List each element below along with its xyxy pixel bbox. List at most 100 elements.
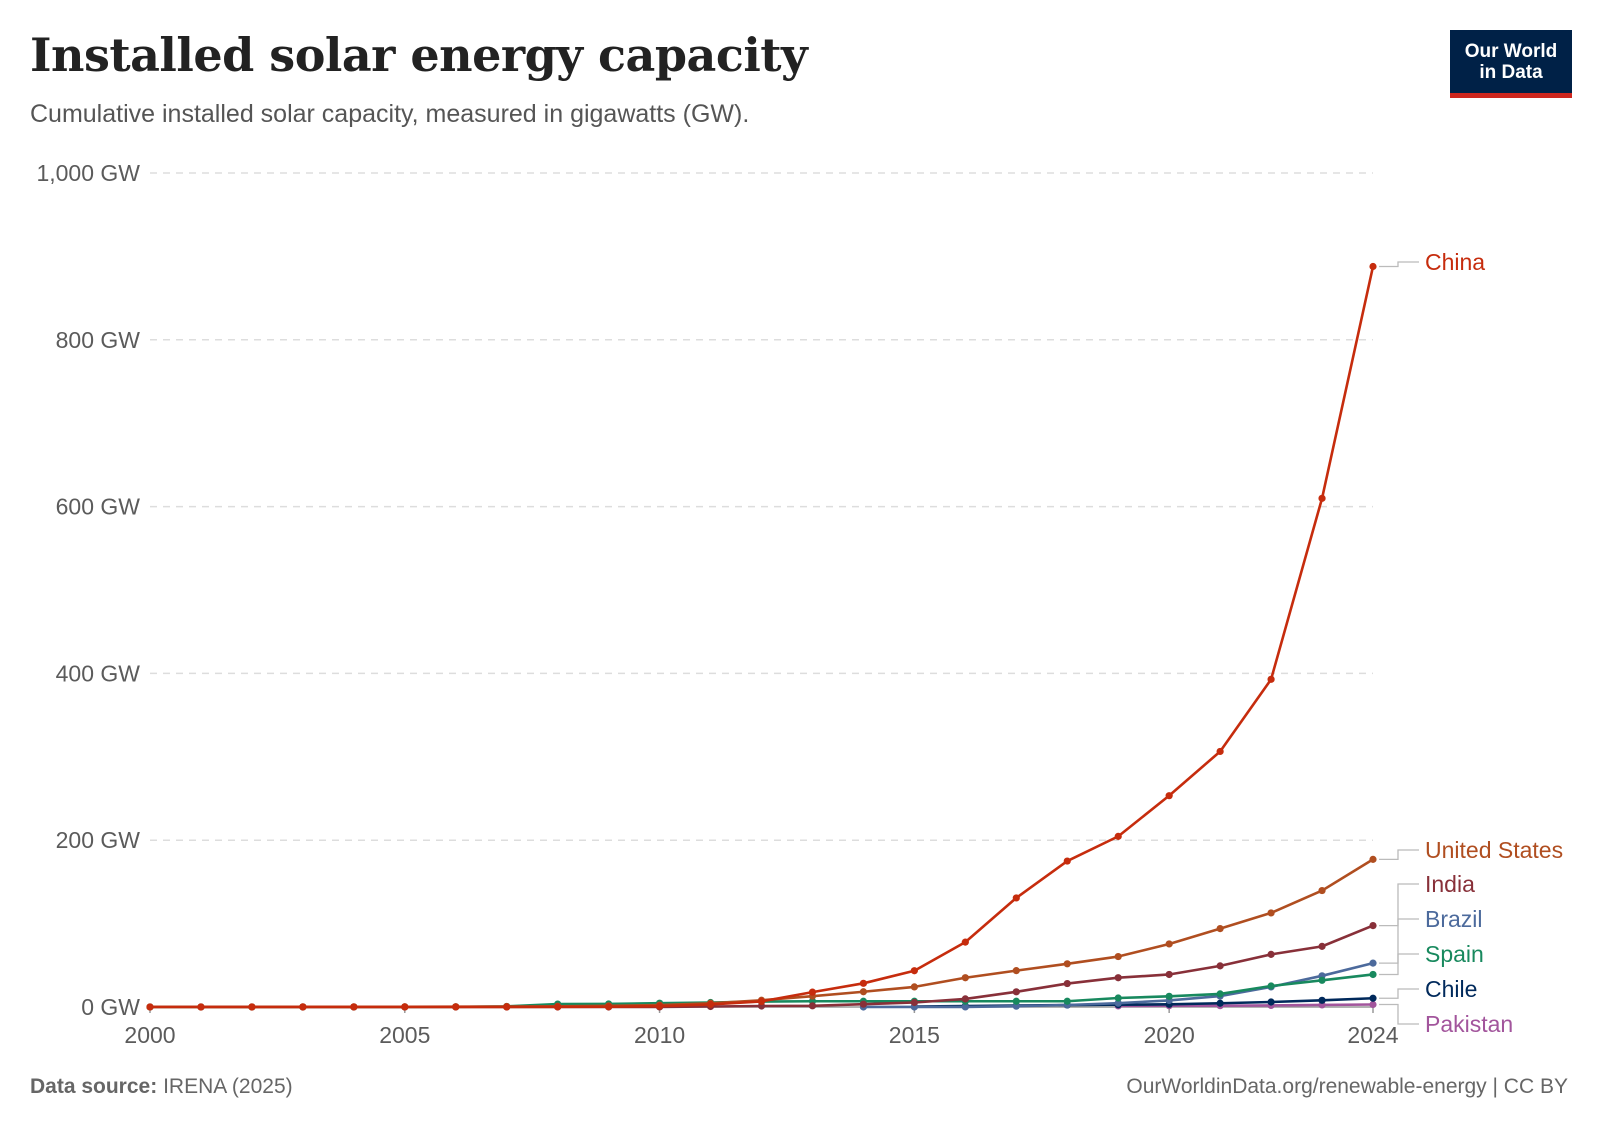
data-point — [605, 1003, 613, 1011]
data-point — [1114, 994, 1122, 1002]
x-tick-label: 2010 — [634, 1022, 685, 1048]
data-point — [1369, 970, 1377, 979]
data-point — [197, 1003, 205, 1011]
data-point — [401, 1003, 409, 1011]
y-tick-label: 800 GW — [56, 327, 141, 353]
data-point — [1114, 974, 1122, 982]
data-point — [1318, 976, 1326, 984]
label-connector — [1379, 918, 1419, 964]
series-label: India — [1425, 871, 1475, 897]
data-point — [1369, 262, 1377, 271]
data-point — [1267, 675, 1275, 683]
data-source-value[interactable]: IRENA (2025) — [163, 1075, 293, 1098]
data-point — [1267, 998, 1275, 1006]
data-point — [1369, 994, 1377, 1002]
label-connector — [1379, 883, 1419, 927]
x-tick-label: 2020 — [1144, 1022, 1195, 1048]
series-line-china — [148, 265, 1375, 1009]
data-point — [1318, 996, 1326, 1004]
data-point — [1369, 922, 1377, 930]
series-label: China — [1425, 249, 1485, 275]
data-point — [1114, 952, 1122, 961]
data-point — [452, 1003, 460, 1011]
data-point — [1063, 997, 1071, 1005]
label-connector — [1379, 953, 1419, 976]
data-point — [503, 1003, 511, 1011]
data-point — [1216, 747, 1224, 756]
series-label: Chile — [1425, 976, 1477, 1002]
y-tick-label: 600 GW — [56, 494, 141, 520]
data-point — [1267, 950, 1275, 958]
data-point — [1165, 970, 1173, 979]
data-point — [1318, 886, 1326, 895]
series-label: Spain — [1425, 941, 1484, 967]
data-point — [1318, 942, 1326, 950]
data-point — [859, 1000, 868, 1008]
series-label: United States — [1425, 837, 1563, 863]
data-point — [1063, 960, 1071, 968]
data-point — [1012, 997, 1020, 1005]
data-point — [1012, 1002, 1020, 1010]
x-tick-label: 2024 — [1347, 1022, 1398, 1048]
data-point — [1114, 832, 1122, 840]
data-point — [910, 998, 918, 1007]
series-line-pakistan — [1116, 1003, 1375, 1008]
chart-title: Installed solar energy capacity — [30, 28, 808, 82]
data-point — [961, 974, 969, 982]
data-point — [1165, 992, 1173, 1000]
y-tick-label: 0 GW — [81, 994, 140, 1020]
data-point — [1267, 982, 1275, 990]
series-label: Brazil — [1425, 906, 1483, 932]
x-tick-label: 2000 — [124, 1022, 175, 1048]
label-connector — [1379, 849, 1419, 861]
label-connector — [1379, 1003, 1419, 1025]
series-line-united-states — [148, 858, 1375, 1009]
data-point — [1318, 494, 1326, 502]
data-point — [961, 1003, 969, 1011]
data-point — [1012, 894, 1020, 902]
data-point — [706, 1000, 715, 1009]
data-point — [910, 983, 918, 991]
data-point — [248, 1003, 256, 1011]
chart-subtitle: Cumulative installed solar capacity, mea… — [30, 100, 750, 128]
data-point — [910, 967, 918, 975]
y-tick-label: 200 GW — [56, 827, 141, 853]
data-point — [1165, 940, 1173, 948]
data-point — [1216, 990, 1224, 998]
data-point — [1063, 979, 1071, 988]
data-point — [1267, 909, 1275, 917]
label-connector — [1379, 261, 1419, 268]
data-point — [1063, 857, 1071, 865]
data-point — [1216, 925, 1224, 933]
data-point — [1369, 959, 1377, 967]
label-connector — [1379, 988, 1419, 999]
data-point — [859, 979, 868, 987]
y-tick-label: 1,000 GW — [36, 160, 140, 186]
data-source: Data source: IRENA (2025) — [30, 1075, 293, 1099]
x-tick-label: 2005 — [379, 1022, 430, 1048]
data-source-label: Data source: — [30, 1075, 158, 1098]
data-point — [1369, 855, 1377, 863]
data-point — [1165, 792, 1173, 800]
data-point — [299, 1003, 307, 1011]
logo-line-1: Our World — [1464, 40, 1558, 62]
data-point — [1012, 967, 1020, 975]
data-point — [1216, 999, 1224, 1007]
data-point — [808, 988, 817, 996]
data-point — [1216, 962, 1224, 970]
data-point — [1369, 1000, 1377, 1009]
data-point — [655, 1002, 664, 1010]
data-point — [350, 1003, 358, 1011]
series-label: Pakistan — [1425, 1011, 1513, 1037]
data-point — [1012, 988, 1020, 996]
data-point — [1114, 999, 1122, 1007]
x-tick-label: 2015 — [889, 1022, 940, 1048]
owid-logo[interactable]: Our World in Data — [1450, 30, 1572, 98]
source-url-license[interactable]: OurWorldinData.org/renewable-energy | CC… — [1126, 1075, 1568, 1098]
data-point — [808, 1002, 817, 1010]
y-tick-label: 400 GW — [56, 660, 141, 686]
data-point — [757, 997, 766, 1006]
data-point — [554, 1003, 562, 1011]
data-point — [859, 988, 868, 996]
